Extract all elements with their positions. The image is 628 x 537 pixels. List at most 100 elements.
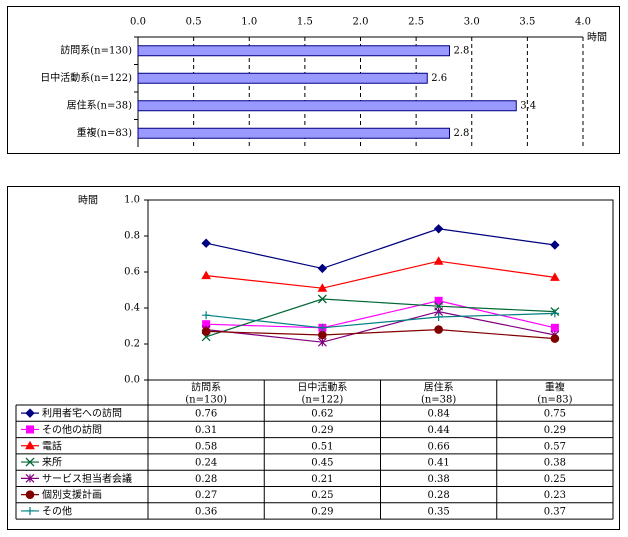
y-tick-label: 0.6: [124, 267, 140, 278]
table-value: 0.27: [195, 490, 217, 501]
marker-plus: [318, 323, 327, 332]
line-chart-panel: 0.0 0.2 0.4 0.6 0.8 1.0 時間 訪問系 (n=130) 日中活動系 (n=12…: [7, 186, 620, 530]
y-axis-title: 時間: [78, 195, 98, 207]
marker-diamond: [433, 224, 444, 234]
category-label: 訪問系(n=130): [60, 43, 132, 56]
marker-triangle: [317, 283, 328, 292]
marker-x: [25, 457, 35, 467]
marker-square: [550, 323, 559, 332]
x-tick-label: 1.0: [241, 17, 257, 28]
category-label: (n=122): [302, 395, 344, 406]
y-tick-label: 1.0: [124, 195, 140, 206]
marker-circle: [434, 325, 443, 334]
series-line: [205, 298, 555, 338]
y-tick-label: 0.4: [124, 303, 140, 314]
marker-circle: [201, 327, 211, 336]
x-tick-label: 3.0: [464, 17, 480, 28]
table-value: 0.57: [544, 441, 566, 452]
table-value: 0.29: [311, 506, 333, 517]
table-value: 0.76: [195, 409, 217, 420]
plot-area: [147, 199, 614, 381]
marker-star: [317, 337, 327, 347]
series-line: [206, 328, 555, 340]
series-line: [206, 260, 555, 289]
bar-chart-panel: 0.0 0.5 1.0 1.5 2.0 2.5 3.0 3.5 4.0 時間 訪問系(n=130) 2…: [7, 6, 620, 154]
legend-label: その他の訪問: [42, 423, 102, 436]
marker-plus: [550, 309, 559, 318]
category-label: 日中活動系: [297, 381, 347, 394]
legend-label: 来所: [42, 457, 62, 469]
table-value: 0.25: [544, 474, 566, 485]
bar-value-label: 2.8: [454, 45, 470, 56]
y-tick-label: 0.8: [124, 231, 140, 242]
table-value: 0.25: [311, 490, 333, 501]
bar-value-label: 2.8: [454, 128, 470, 139]
marker-circle: [25, 490, 35, 499]
marker-x: [317, 294, 327, 304]
legend-label: 利用者宅への訪問: [42, 407, 122, 420]
table-value: 0.28: [195, 474, 217, 485]
marker-triangle: [25, 440, 35, 450]
legend-label: 電話: [42, 439, 62, 452]
bar-value-label: 3.4: [520, 100, 536, 111]
marker-diamond: [201, 238, 211, 248]
table-value: 0.35: [427, 506, 449, 517]
category-label: 訪問系: [191, 381, 221, 394]
table-value: 0.41: [427, 458, 449, 469]
table-value: 0.62: [311, 409, 333, 420]
x-tick-label: 2.5: [408, 17, 424, 28]
table-value: 0.38: [427, 474, 449, 485]
bar: [137, 72, 428, 84]
table-value: 0.23: [544, 490, 566, 501]
marker-diamond: [25, 408, 35, 418]
table-value: 0.84: [427, 409, 449, 420]
series-line: [206, 310, 555, 343]
series-line: [205, 228, 555, 270]
marker-star: [25, 473, 35, 483]
table-value: 0.31: [195, 425, 217, 436]
x-tick-label: 3.5: [519, 17, 535, 28]
marker-circle: [550, 334, 560, 343]
category-label: 日中活動系(n=122): [40, 71, 132, 84]
category-label: 居住系(n=38): [67, 98, 132, 111]
legend-label: その他: [42, 504, 72, 517]
marker-square: [26, 425, 34, 434]
category-label: 重複: [545, 381, 565, 394]
table-value: 0.24: [195, 458, 217, 469]
bar: [137, 127, 450, 139]
table-value: 0.36: [195, 506, 217, 517]
series-line: [206, 312, 555, 329]
x-tick-label: 0.0: [130, 17, 146, 28]
marker-triangle: [201, 270, 211, 280]
marker-square: [434, 296, 443, 305]
category-label: 重複(n=83): [77, 126, 132, 139]
bar: [137, 45, 450, 57]
category-label: (n=38): [421, 395, 456, 406]
marker-circle: [318, 330, 327, 340]
x-tick-label: 4.0: [575, 17, 591, 28]
table-value: 0.44: [427, 425, 449, 436]
table-value: 0.75: [544, 409, 566, 420]
x-axis-title: 時間: [587, 32, 607, 44]
table-value: 0.58: [195, 441, 217, 452]
legend-label: 個別支援計画: [42, 488, 102, 501]
y-tick-label: 0.0: [124, 375, 140, 386]
category-label: (n=130): [185, 395, 227, 406]
marker-plus: [202, 311, 211, 320]
x-tick-label: 0.5: [186, 17, 202, 28]
category-label: (n=83): [537, 395, 572, 406]
category-label: 居住系: [424, 381, 454, 394]
table-value: 0.51: [311, 441, 333, 452]
x-tick-label: 2.0: [353, 17, 369, 28]
table-value: 0.29: [311, 425, 333, 436]
table-value: 0.45: [311, 458, 333, 469]
marker-triangle: [433, 256, 444, 265]
table-value: 0.29: [544, 425, 566, 436]
marker-diamond: [550, 240, 560, 250]
table-value: 0.66: [427, 441, 449, 452]
table-value: 0.38: [544, 458, 566, 469]
table-value: 0.21: [311, 474, 333, 485]
marker-triangle: [550, 272, 560, 281]
